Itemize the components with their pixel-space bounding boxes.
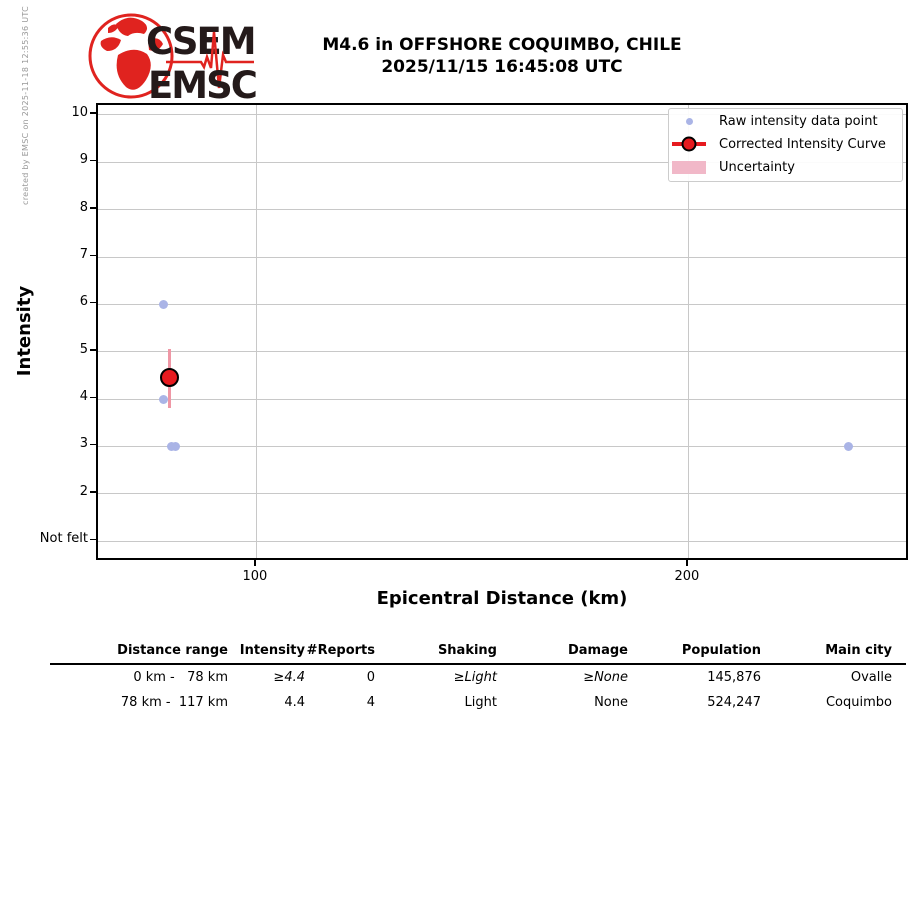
seismogram-trace-icon	[166, 31, 254, 89]
h-gridline	[98, 161, 906, 163]
table-cell: ≥4.4	[273, 670, 305, 685]
h-gridline	[98, 493, 906, 495]
globe-icon	[88, 13, 174, 99]
table-cell: Coquimbo	[825, 695, 892, 710]
y-tick-label: Not felt	[39, 531, 88, 547]
h-gridline	[98, 540, 906, 542]
logo-text-emsc: EMSC	[148, 64, 256, 102]
col-header-damage: Damage	[497, 638, 628, 665]
h-gridline	[98, 445, 906, 447]
h-gridline	[98, 209, 906, 211]
y-tick-mark	[90, 254, 96, 257]
x-axis-label: Epicentral Distance (km)	[376, 588, 628, 609]
raw-intensity-point	[159, 394, 169, 404]
col-header-distance-range: Distance range	[50, 638, 228, 665]
h-gridline	[98, 351, 906, 353]
y-tick-label: 8	[79, 199, 88, 215]
y-tick-mark	[90, 207, 96, 209]
table-cell: 524,247	[707, 695, 761, 710]
x-tick-label: 100	[242, 569, 268, 584]
legend-marker	[669, 160, 709, 174]
y-tick-label: 9	[79, 152, 88, 168]
y-tick-label: 4	[79, 389, 88, 405]
table-cell: 4	[366, 695, 375, 710]
y-tick-mark	[90, 301, 96, 304]
table-cell: None	[594, 695, 628, 710]
curve-marker-icon	[681, 136, 697, 152]
y-tick-label: 6	[79, 294, 88, 310]
v-gridline	[256, 105, 258, 558]
table-cell: 0 km - 78 km	[133, 670, 228, 685]
table-row: 78 km - 117 km 4.4 4 Light None 524,247 Coquim…	[50, 690, 906, 715]
legend-entry: Uncertainty	[669, 156, 902, 178]
raw-intensity-point	[170, 441, 180, 451]
raw-point-icon	[685, 117, 693, 125]
legend-marker	[669, 117, 709, 125]
v-gridline	[688, 105, 690, 558]
plot-legend: Raw intensity data point Corrected Intens…	[668, 108, 903, 182]
x-tick-mark	[686, 560, 688, 566]
col-header-shaking: Shaking	[375, 638, 497, 665]
col-header-population: Population	[628, 638, 761, 665]
y-tick-label: 10	[71, 104, 88, 120]
logo-text-csem: CSEM	[146, 20, 255, 63]
y-tick-label: 7	[79, 247, 88, 263]
y-tick-mark	[90, 443, 96, 446]
col-header-main-city: Main city	[761, 638, 906, 665]
event-title: M4.6 in OFFSHORE COQUIMBO, CHILE 2025/11…	[96, 34, 908, 78]
table-header-row: Distance range Intensity #Reports Shaking Da…	[50, 638, 906, 665]
y-tick-mark	[90, 159, 96, 162]
h-gridline	[98, 114, 906, 116]
y-tick-mark	[90, 349, 96, 351]
table-cell: ≥Light	[453, 670, 497, 685]
col-header--reports: #Reports	[305, 638, 375, 665]
table-cell: Light	[464, 695, 497, 710]
table-cell: 145,876	[707, 670, 761, 685]
table-row: 0 km - 78 km ≥4.4 0 ≥Light ≥None 145,876 Ovall…	[50, 664, 906, 690]
h-gridline	[98, 303, 906, 305]
legend-label: Uncertainty	[719, 159, 795, 175]
table-cell: 78 km - 117 km	[120, 695, 228, 710]
col-header-intensity: Intensity	[228, 638, 305, 665]
y-tick-mark	[90, 396, 96, 399]
legend-entry: Raw intensity data point	[669, 110, 902, 132]
y-tick-mark	[90, 112, 96, 114]
table-cell: Ovalle	[850, 670, 892, 685]
h-gridline	[98, 398, 906, 400]
curve-line-icon	[672, 136, 706, 152]
y-tick-mark	[90, 491, 96, 493]
felt-report-table: Distance range Intensity #Reports Shaking Da…	[50, 638, 906, 715]
raw-intensity-point	[844, 441, 854, 451]
y-tick-label: 5	[79, 341, 88, 357]
table-cell: ≥None	[583, 670, 628, 685]
table-cell: 0	[366, 670, 375, 685]
event-title-line2: 2025/11/15 16:45:08 UTC	[381, 57, 623, 77]
legend-marker	[669, 136, 709, 152]
h-gridline	[98, 256, 906, 258]
legend-label: Corrected Intensity Curve	[719, 136, 886, 152]
emsc-logo: CSEM EMSC	[88, 13, 258, 102]
intensity-plot	[96, 103, 908, 560]
raw-intensity-point	[159, 299, 169, 309]
legend-label: Raw intensity data point	[719, 113, 878, 129]
x-tick-label: 200	[674, 569, 700, 584]
corrected-intensity-point	[159, 368, 179, 388]
legend-entry: Corrected Intensity Curve	[669, 133, 902, 155]
table-cell: 4.4	[284, 695, 305, 710]
y-tick-label: 3	[79, 436, 88, 452]
uncertainty-patch-icon	[672, 160, 706, 174]
x-tick-mark	[254, 560, 256, 566]
y-tick-label: 2	[79, 483, 88, 499]
event-title-line1: M4.6 in OFFSHORE COQUIMBO, CHILE	[322, 35, 682, 55]
y-tick-mark	[90, 538, 96, 541]
